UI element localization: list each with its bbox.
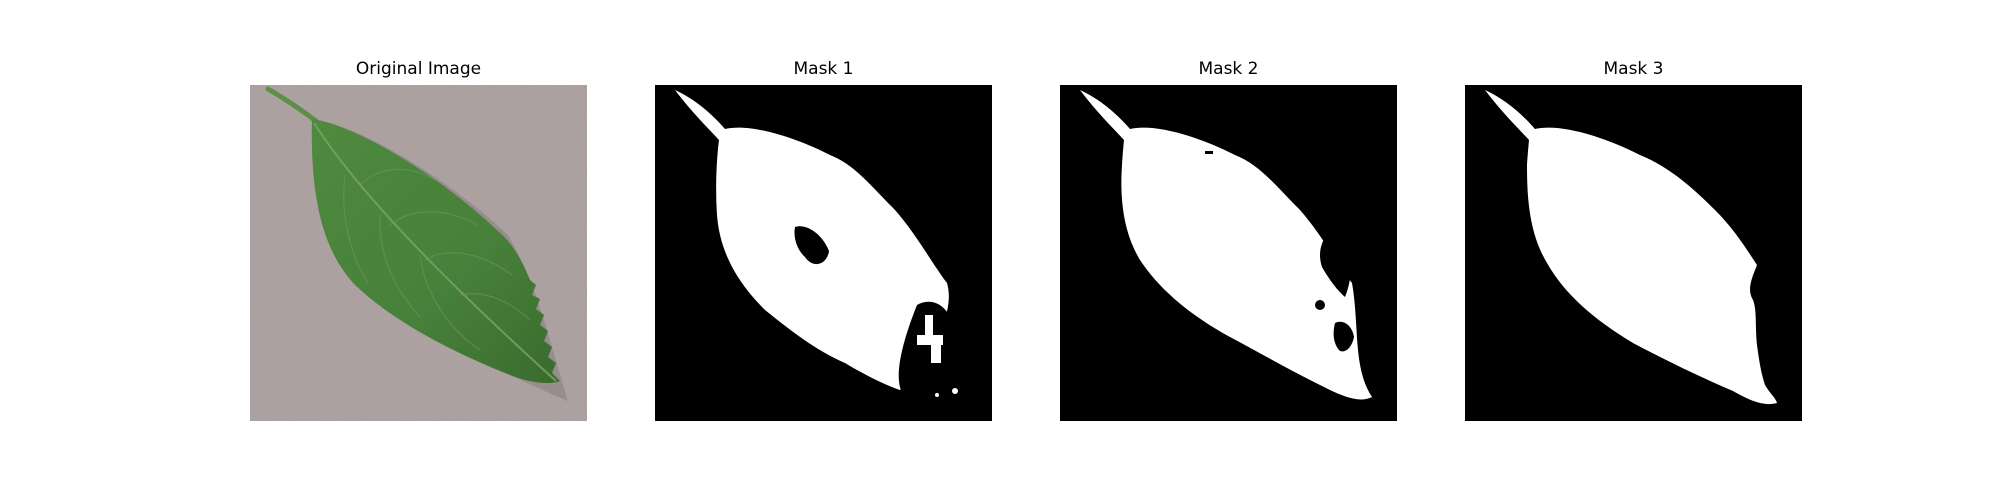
panel-title-mask-3: Mask 3 [1603,59,1664,79]
mask-2-hole-lower [1333,321,1354,352]
original-image [250,85,587,421]
panel-mask-2: Mask 2 [1060,0,1397,500]
mask-2-leaf [1080,90,1372,400]
panel-title-mask-1: Mask 1 [793,59,854,79]
panel-mask-3: Mask 3 [1465,0,1802,500]
mask-1-notch [898,301,949,390]
mask-1-image [655,85,992,421]
panel-mask-1: Mask 1 [655,0,992,500]
leaf-stem [265,86,319,124]
mask-2-image [1060,85,1397,421]
leaf-midrib [313,122,557,382]
mask-1-hole [794,226,829,265]
mask-3-leaf [1485,90,1777,405]
panel-title-original: Original Image [355,59,482,79]
mask-3-image [1465,85,1802,421]
leaf-blade [311,119,560,383]
panel-title-mask-2: Mask 2 [1198,59,1259,79]
mask-2-hole [1320,230,1352,297]
panel-original: Original Image [250,0,587,500]
